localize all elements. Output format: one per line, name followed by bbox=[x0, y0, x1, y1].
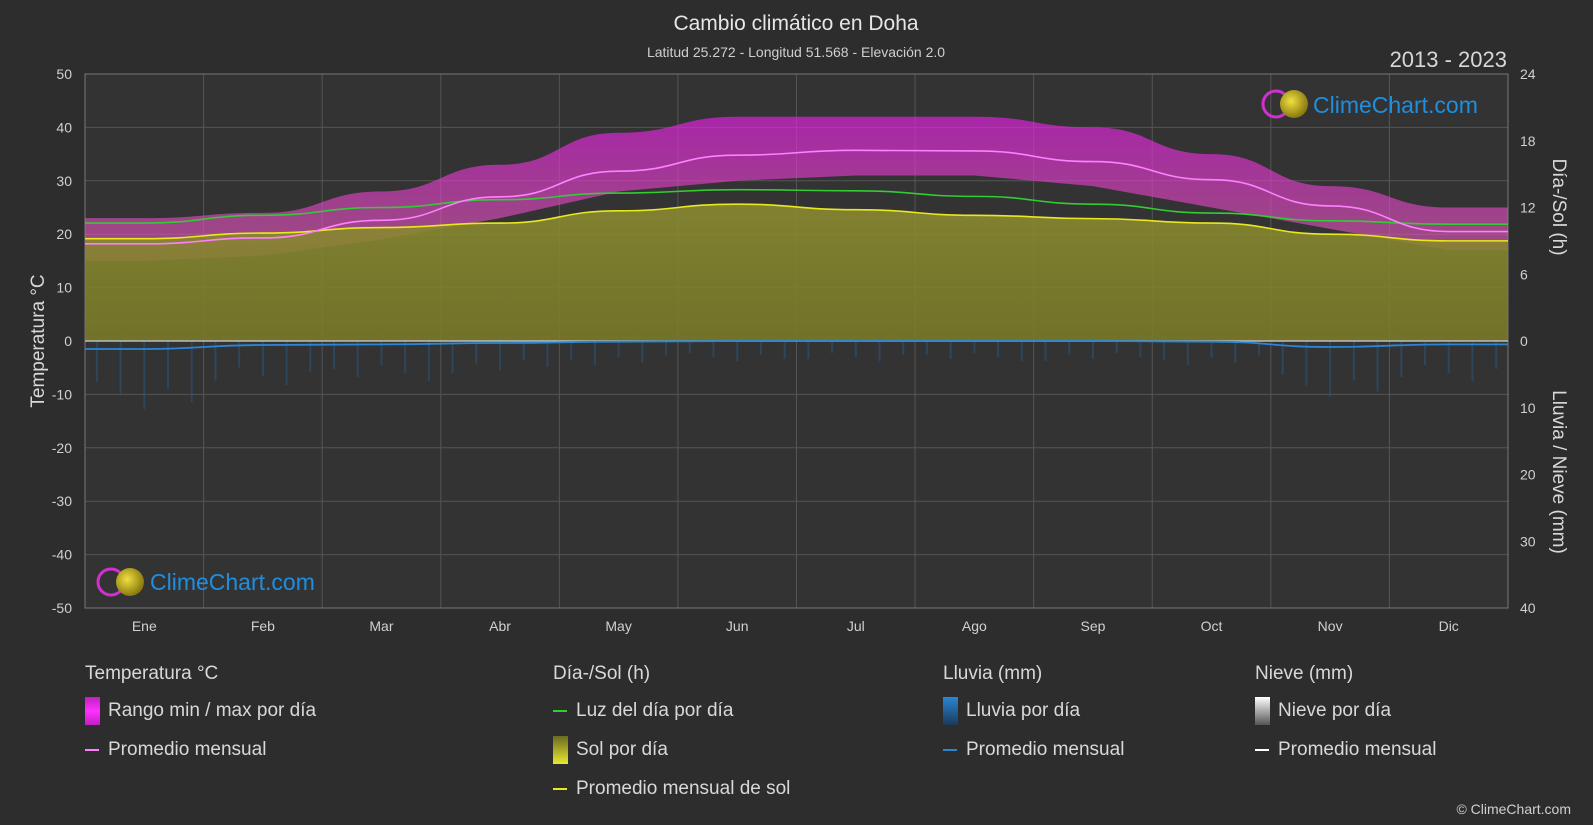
legend-item: Nieve por día bbox=[1255, 697, 1436, 725]
brand-logo-top[interactable]: ClimeChart.com bbox=[1261, 89, 1478, 119]
year-range: 2013 - 2023 bbox=[1390, 47, 1507, 72]
right-top-tick-label: 0 bbox=[1520, 333, 1528, 349]
right-top-tick-label: 24 bbox=[1520, 66, 1536, 82]
legend-title: Nieve (mm) bbox=[1255, 663, 1354, 684]
legend-item-label: Lluvia por día bbox=[966, 700, 1081, 721]
legend-item: Sol por día bbox=[553, 736, 790, 764]
month-tick-label: May bbox=[605, 618, 631, 634]
right-bottom-axis-label: Lluvia / Nieve (mm) bbox=[1548, 390, 1569, 554]
left-tick-label: 10 bbox=[56, 280, 72, 296]
snow-avg-swatch bbox=[1255, 749, 1269, 751]
logo-sun-icon bbox=[1280, 90, 1308, 118]
legend-item-label: Promedio mensual bbox=[108, 739, 267, 760]
legend-title: Lluvia (mm) bbox=[943, 663, 1043, 684]
month-tick-label: Ago bbox=[962, 618, 987, 634]
left-tick-label: -50 bbox=[52, 600, 72, 616]
legend-group-temperature: Temperatura °C Rango min / max por día P… bbox=[85, 663, 316, 777]
climate-chart: Cambio climático en Doha Latitud 25.272 … bbox=[28, 12, 1569, 634]
month-tick-label: Dic bbox=[1439, 618, 1459, 634]
legend-item-label: Sol por día bbox=[576, 739, 668, 760]
snow-swatch bbox=[1255, 697, 1270, 725]
chart-title: Cambio climático en Doha bbox=[673, 12, 918, 35]
right-bottom-tick-label: 40 bbox=[1520, 600, 1536, 616]
right-top-axis-label: Día-/Sol (h) bbox=[1548, 158, 1569, 255]
logo-sun-icon bbox=[116, 568, 144, 596]
left-axis-label: Temperatura °C bbox=[28, 274, 49, 407]
brand-name-bottom: ClimeChart.com bbox=[150, 569, 315, 595]
legend-group-snow: Nieve (mm) Nieve por día Promedio mensua… bbox=[1255, 663, 1436, 777]
sunshine-area bbox=[85, 204, 1508, 341]
right-top-tick-label: 12 bbox=[1520, 200, 1536, 216]
left-tick-label: -40 bbox=[52, 547, 72, 563]
axis-ticks-layer: 50 40 30 20 10 0 -10 -20 -30 -40 -50 24 18 12 6 0 10 20 30… bbox=[52, 66, 1536, 634]
sunshine-avg-line bbox=[84, 203, 1508, 242]
legend-item: Promedio mensual bbox=[85, 738, 316, 762]
legend-item-label: Promedio mensual bbox=[966, 739, 1125, 760]
temperature-avg-line bbox=[85, 149, 1508, 245]
month-tick-label: Feb bbox=[251, 618, 275, 634]
brand-logo-bottom[interactable]: ClimeChart.com bbox=[96, 567, 315, 597]
sunshine-layer bbox=[85, 204, 1508, 341]
month-tick-label: Ene bbox=[132, 618, 157, 634]
sunshine-swatch bbox=[553, 736, 568, 764]
legend-item: Lluvia por día bbox=[943, 697, 1124, 725]
rain-swatch bbox=[943, 697, 958, 725]
daylight-line bbox=[84, 188, 1508, 225]
copyright: © ClimeChart.com bbox=[1456, 801, 1571, 817]
chart-subtitle: Latitud 25.272 - Longitud 51.568 - Eleva… bbox=[647, 44, 945, 60]
rain-layer bbox=[95, 341, 1498, 410]
right-bottom-tick-label: 10 bbox=[1520, 400, 1536, 416]
right-bottom-tick-label: 30 bbox=[1520, 533, 1536, 549]
legend-group-rain: Lluvia (mm) Lluvia por día Promedio mens… bbox=[943, 663, 1124, 777]
left-tick-label: -20 bbox=[52, 440, 72, 456]
daylight-swatch bbox=[553, 710, 567, 712]
left-tick-label: -30 bbox=[52, 493, 72, 509]
sun-avg-swatch bbox=[553, 788, 567, 790]
right-top-tick-label: 6 bbox=[1520, 266, 1528, 282]
legend-item: Promedio mensual bbox=[1255, 738, 1436, 762]
legend-group-sun: Día-/Sol (h) Luz del día por día Sol por… bbox=[553, 663, 790, 816]
legend-item: Promedio mensual de sol bbox=[553, 777, 790, 801]
legend-item-label: Luz del día por día bbox=[576, 700, 734, 721]
legend-item: Rango min / max por día bbox=[85, 697, 317, 725]
temp-avg-swatch bbox=[85, 749, 99, 751]
left-tick-label: -10 bbox=[52, 386, 72, 402]
legend-item-label: Rango min / max por día bbox=[108, 700, 317, 721]
legend-item: Luz del día por día bbox=[553, 699, 790, 723]
month-tick-label: Oct bbox=[1201, 618, 1223, 634]
right-top-tick-label: 18 bbox=[1520, 133, 1536, 149]
rain-avg-line bbox=[85, 340, 1508, 350]
rain-avg-swatch bbox=[943, 749, 957, 751]
legend-item-label: Promedio mensual bbox=[1278, 739, 1437, 760]
left-tick-label: 0 bbox=[64, 333, 72, 349]
legend-item-label: Promedio mensual de sol bbox=[576, 778, 791, 799]
left-tick-label: 20 bbox=[56, 226, 72, 242]
month-tick-label: Nov bbox=[1318, 618, 1343, 634]
month-tick-label: Jun bbox=[726, 618, 749, 634]
month-tick-label: Jul bbox=[847, 618, 865, 634]
legend-item-label: Nieve por día bbox=[1278, 700, 1392, 721]
left-tick-label: 40 bbox=[56, 119, 72, 135]
left-tick-label: 50 bbox=[56, 66, 72, 82]
temp-range-swatch bbox=[85, 697, 100, 725]
legend-title: Día-/Sol (h) bbox=[553, 663, 651, 684]
brand-name-top: ClimeChart.com bbox=[1313, 92, 1478, 118]
legend-title: Temperatura °C bbox=[85, 663, 219, 684]
month-tick-label: Sep bbox=[1080, 618, 1105, 634]
series-lines-layer bbox=[84, 149, 1508, 350]
legend-item: Promedio mensual bbox=[943, 738, 1124, 762]
right-bottom-tick-label: 20 bbox=[1520, 467, 1536, 483]
month-tick-label: Abr bbox=[489, 618, 511, 634]
month-tick-label: Mar bbox=[369, 618, 393, 634]
left-tick-label: 30 bbox=[56, 173, 72, 189]
